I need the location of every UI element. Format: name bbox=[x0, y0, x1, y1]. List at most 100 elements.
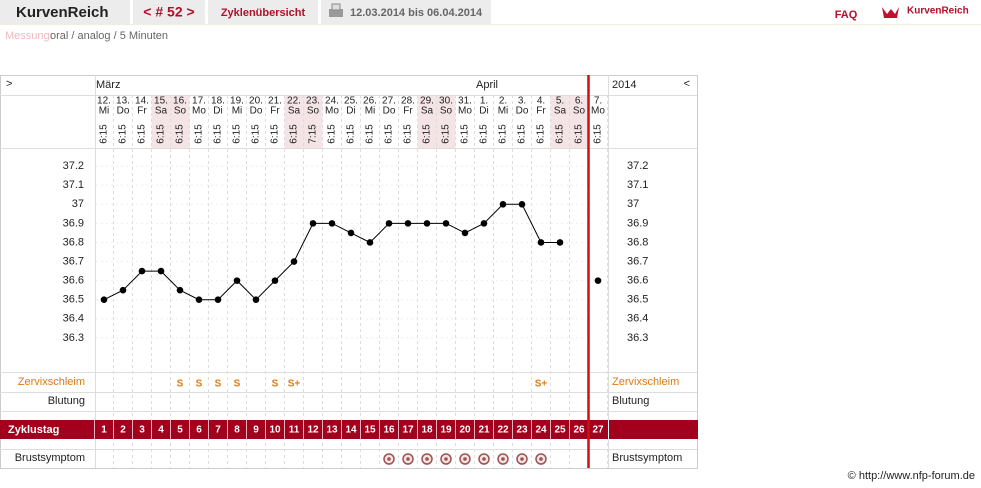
date-label: 6. bbox=[575, 96, 583, 107]
weekday-label: Do bbox=[250, 106, 263, 117]
weekend-shade bbox=[436, 95, 456, 148]
temperature-point bbox=[309, 220, 317, 227]
cycle-day: 27 bbox=[592, 425, 604, 436]
cervix-mark: S bbox=[177, 379, 184, 390]
time-label: 6:15 bbox=[555, 124, 566, 144]
date-range: 12.03.2014 bis 06.04.2014 bbox=[350, 7, 483, 19]
time-label: 6:15 bbox=[156, 124, 167, 144]
y-tick-label: 37.1 bbox=[63, 179, 84, 191]
row-label: Brustsymptom bbox=[15, 452, 85, 464]
date-label: 27. bbox=[382, 96, 396, 107]
date-label: 21. bbox=[268, 96, 282, 107]
weekend-shade bbox=[303, 95, 323, 148]
time-label: 6:15 bbox=[593, 124, 604, 144]
weekday-label: Mi bbox=[99, 106, 110, 117]
date-label: 22. bbox=[287, 96, 301, 107]
time-label: 6:15 bbox=[574, 124, 585, 144]
cervix-mark: S bbox=[196, 379, 203, 390]
print-box[interactable] bbox=[321, 0, 491, 24]
time-label: 6:15 bbox=[346, 124, 357, 144]
temperature-point bbox=[480, 220, 488, 227]
temperature-point bbox=[271, 277, 279, 284]
date-label: 14. bbox=[135, 96, 149, 107]
date-label: 2. bbox=[499, 96, 507, 107]
date-label: 4. bbox=[537, 96, 545, 107]
y2-tick-label: 36.7 bbox=[627, 255, 648, 267]
time-label: 6:15 bbox=[175, 124, 186, 144]
weekday-label: So bbox=[307, 106, 320, 117]
breast-symptom-dot bbox=[539, 457, 543, 461]
date-label: 16. bbox=[173, 96, 187, 107]
weekday-label: Sa bbox=[554, 106, 567, 117]
time-label: 6:15 bbox=[137, 124, 148, 144]
date-label: 28. bbox=[401, 96, 415, 107]
breast-symptom-dot bbox=[444, 457, 448, 461]
breast-symptom-dot bbox=[501, 457, 505, 461]
faq-link[interactable]: FAQ bbox=[835, 9, 858, 21]
nav-arrow[interactable]: > bbox=[6, 78, 12, 90]
time-label: 6:15 bbox=[251, 124, 262, 144]
cycle-day: 26 bbox=[573, 425, 585, 436]
date-label: 25. bbox=[344, 96, 358, 107]
time-label: 6:15 bbox=[517, 124, 528, 144]
date-label: 18. bbox=[211, 96, 225, 107]
row-label: Zervixschleim bbox=[18, 376, 85, 388]
date-label: 19. bbox=[230, 96, 244, 107]
weekday-label: Do bbox=[117, 106, 130, 117]
temperature-point bbox=[442, 220, 450, 227]
time-label: 6:15 bbox=[536, 124, 547, 144]
cervix-mark: S bbox=[272, 379, 279, 390]
date-label: 24. bbox=[325, 96, 339, 107]
y2-tick-label: 37.1 bbox=[627, 179, 648, 191]
row-label: Zervixschleim bbox=[612, 376, 679, 388]
weekday-label: Mo bbox=[325, 106, 339, 117]
cycle-day: 2 bbox=[120, 425, 126, 436]
y-tick-label: 36.8 bbox=[63, 236, 84, 248]
y-tick-label: 36.9 bbox=[63, 217, 84, 229]
brand-icon bbox=[882, 7, 899, 18]
weekday-label: Sa bbox=[155, 106, 168, 117]
y-tick-label: 36.7 bbox=[63, 255, 84, 267]
breast-symptom-dot bbox=[520, 457, 524, 461]
cervix-mark: S+ bbox=[535, 379, 548, 390]
weekday-label: Mi bbox=[232, 106, 243, 117]
year-label: 2014 bbox=[612, 79, 636, 91]
time-label: 6:15 bbox=[403, 124, 414, 144]
y-tick-label: 37.2 bbox=[63, 160, 84, 172]
nav-box[interactable] bbox=[208, 0, 318, 24]
cycle-day: 15 bbox=[364, 425, 376, 436]
breast-symptom-dot bbox=[406, 457, 410, 461]
breast-symptom-dot bbox=[425, 457, 429, 461]
y-tick-label: 37 bbox=[72, 198, 84, 210]
weekend-shade bbox=[550, 95, 570, 148]
weekday-label: Mo bbox=[192, 106, 206, 117]
date-label: 30. bbox=[439, 96, 453, 107]
nav-arrow[interactable]: < bbox=[684, 78, 690, 90]
printer-icon[interactable] bbox=[329, 3, 343, 17]
weekday-label: Sa bbox=[288, 106, 301, 117]
weekday-label: Fr bbox=[270, 106, 280, 117]
temperature-point bbox=[119, 286, 127, 294]
cycle-day: 8 bbox=[234, 425, 240, 436]
y2-tick-label: 36.6 bbox=[627, 275, 648, 287]
y-tick-label: 36.4 bbox=[63, 313, 84, 325]
cycle-day: 22 bbox=[497, 425, 509, 436]
cycle-nav[interactable]: < # 52 > bbox=[143, 4, 194, 20]
time-label: 6:15 bbox=[460, 124, 471, 144]
cycle-day: 20 bbox=[459, 425, 471, 436]
temperature-point bbox=[556, 239, 564, 246]
temperature-point bbox=[252, 296, 260, 304]
temperature-point bbox=[233, 277, 241, 284]
time-label: 6:15 bbox=[99, 124, 110, 144]
cycle-box[interactable] bbox=[133, 0, 205, 24]
row-label: Blutung bbox=[612, 395, 649, 407]
weekday-label: Fr bbox=[536, 106, 546, 117]
y2-tick-label: 36.3 bbox=[627, 332, 648, 344]
time-label: 7:15 bbox=[308, 124, 319, 144]
nav-link[interactable]: Zyklenübersicht bbox=[221, 7, 306, 19]
y2-tick-label: 36.5 bbox=[627, 294, 648, 306]
time-label: 6:15 bbox=[384, 124, 395, 144]
logo-box bbox=[0, 0, 130, 24]
temperature-point bbox=[100, 296, 108, 304]
